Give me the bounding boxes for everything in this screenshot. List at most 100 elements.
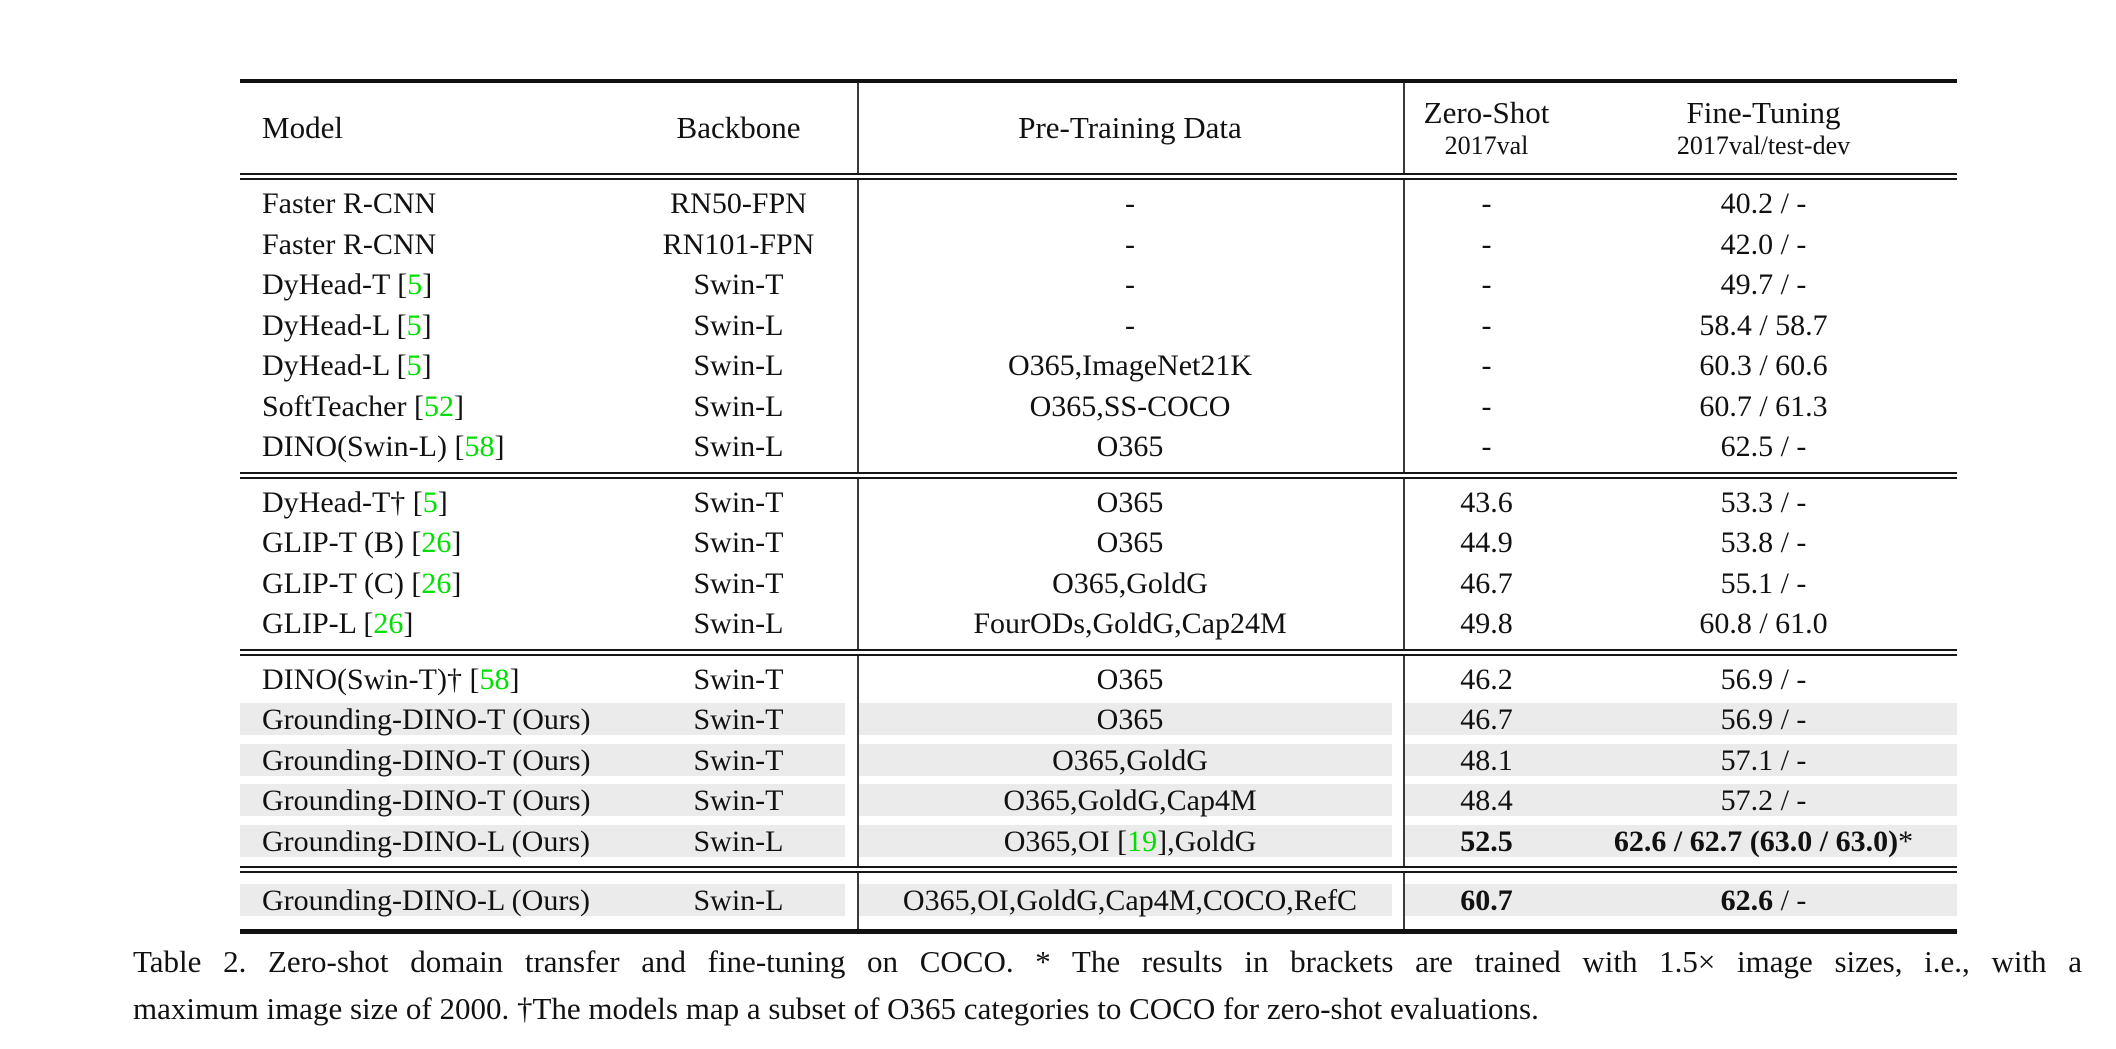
cell-text: 46.2 — [1460, 662, 1513, 696]
model-cell: Grounding-DINO-T (Ours) — [240, 784, 620, 819]
zeroshot-cell: - — [1403, 349, 1570, 383]
backbone-cell: Swin-L — [620, 430, 857, 464]
cell-text: ] — [421, 349, 432, 383]
column-divider — [857, 83, 859, 173]
pretrain-cell: FourODs,GoldG,Cap24M — [857, 607, 1403, 641]
cell-text: DINO(Swin-L) [ — [262, 430, 465, 464]
pretrain-cell: O365 — [857, 430, 1403, 464]
backbone-cell: RN101-FPN — [620, 228, 857, 262]
model-cell: DyHead-T† [5] — [240, 486, 620, 520]
pretrain-cell: O365 — [857, 486, 1403, 520]
column-divider — [857, 873, 859, 929]
cell-text: 40.2 / - — [1720, 187, 1807, 221]
section-separator — [240, 173, 1957, 180]
cell-text: DyHead-T [ — [262, 268, 408, 302]
cell-text: - — [1481, 227, 1492, 261]
zeroshot-cell: 46.2 — [1403, 663, 1570, 697]
backbone-cell: Swin-L — [620, 607, 857, 641]
cell-text: RN50-FPN — [670, 187, 807, 221]
table-row: Faster R-CNN RN50-FPN - - 40.2 / - — [240, 184, 1957, 225]
cell-text: - — [1481, 308, 1492, 342]
column-divider — [1403, 180, 1405, 472]
cell-text: O365 — [1096, 662, 1164, 696]
citation-link[interactable]: 58 — [479, 662, 510, 696]
table-row: DyHead-L [5] Swin-L O365,ImageNet21K - 60.3 … — [240, 346, 1957, 387]
cell-text: - — [1125, 227, 1135, 261]
citation-link[interactable]: 26 — [421, 566, 452, 600]
pretrain-cell: O365,ImageNet21K — [857, 349, 1403, 383]
zeroshot-cell: - — [1403, 390, 1570, 424]
zeroshot-cell: 44.9 — [1403, 526, 1570, 560]
backbone-cell: Swin-L — [620, 884, 857, 918]
model-cell: DyHead-T [5] — [240, 268, 620, 302]
backbone-cell: Swin-T — [620, 663, 857, 697]
citation-link[interactable]: 26 — [373, 607, 404, 641]
finetune-cell: 58.4 / 58.7 — [1570, 309, 1957, 343]
model-cell: GLIP-L [26] — [240, 607, 620, 641]
cell-text: 48.4 — [1460, 784, 1513, 818]
citation-link[interactable]: 26 — [421, 526, 452, 560]
zeroshot-cell: - — [1403, 430, 1570, 464]
table-row: GLIP-T (B) [26] Swin-T O365 44.9 53.8 / - — [240, 523, 1957, 564]
backbone-cell: Swin-T — [620, 526, 857, 560]
cell-text: - — [1125, 308, 1135, 342]
model-cell: Grounding-DINO-L (Ours) — [240, 824, 620, 859]
citation-link[interactable]: 5 — [406, 349, 422, 383]
pretrain-cell: - — [857, 187, 1403, 221]
cell-text: * — [1898, 824, 1914, 858]
cell-text: - — [1481, 430, 1492, 464]
column-divider — [1403, 478, 1405, 649]
model-cell: Grounding-DINO-T (Ours) — [240, 743, 620, 778]
cell-text: 53.3 / - — [1720, 485, 1807, 519]
citation-link[interactable]: 58 — [464, 430, 495, 464]
citation-link[interactable]: 19 — [1127, 824, 1158, 858]
citation-link[interactable]: 52 — [423, 389, 454, 423]
cell-text: Grounding-DINO-T (Ours) — [262, 703, 591, 737]
cell-text: ],GoldG — [1157, 824, 1257, 858]
cell-text: Swin-T — [693, 784, 784, 818]
cell-text: ] — [437, 485, 448, 519]
citation-link[interactable]: 5 — [422, 485, 438, 519]
cell-text: Swin-L — [693, 349, 784, 383]
cell-text: DINO(Swin-T)† [ — [262, 662, 480, 696]
model-cell: Grounding-DINO-L (Ours) — [240, 884, 620, 918]
cell-text: 43.6 — [1460, 485, 1513, 519]
cell-text: 56.9 / - — [1720, 662, 1807, 696]
citation-link[interactable]: 5 — [407, 268, 423, 302]
table-caption: Table 2. Zero-shot domain transfer and f… — [133, 938, 2082, 1032]
cell-text: O365,GoldG — [1052, 566, 1208, 600]
zeroshot-cell: - — [1403, 187, 1570, 221]
table-row: SoftTeacher [52] Swin-L O365,SS-COCO - 60.7 … — [240, 387, 1957, 428]
column-header-backbone: Backbone — [676, 110, 801, 146]
cell-text: Swin-L — [693, 607, 784, 641]
cell-text: Swin-T — [693, 743, 784, 777]
finetune-cell: 55.1 / - — [1570, 567, 1957, 601]
table-header-row: Model Backbone Pre-Training Data Zero-Sh… — [240, 83, 1957, 173]
column-divider — [857, 180, 859, 472]
cell-text: Swin-L — [693, 824, 784, 858]
pretrain-cell: O365,OI,GoldG,Cap4M,COCO,RefC — [857, 884, 1403, 918]
pretrain-cell: O365,OI [19],GoldG — [857, 824, 1403, 859]
backbone-cell: Swin-L — [620, 390, 857, 424]
column-header-finetune: Fine-Tuning 2017val/test-dev — [1570, 95, 1957, 161]
cell-text: Swin-T — [693, 662, 784, 696]
cell-text: SoftTeacher [ — [262, 389, 424, 423]
cell-text: ] — [494, 430, 505, 464]
model-cell: GLIP-T (C) [26] — [240, 567, 620, 601]
cell-text: O365,OI [ — [1003, 824, 1128, 858]
cell-text: Swin-L — [693, 389, 784, 423]
finetune-cell: 40.2 / - — [1570, 187, 1957, 221]
cell-text: Swin-T — [693, 566, 784, 600]
column-divider — [1403, 655, 1405, 866]
finetune-cell: 60.7 / 61.3 — [1570, 390, 1957, 424]
table-row: GLIP-L [26] Swin-L FourODs,GoldG,Cap24M 49.… — [240, 604, 1957, 645]
cell-text: ] — [451, 526, 462, 560]
finetune-cell: 62.6 / - — [1570, 884, 1957, 918]
column-header-zeroshot: Zero-Shot 2017val — [1403, 95, 1570, 161]
citation-link[interactable]: 5 — [406, 308, 422, 342]
column-header-pretrain: Pre-Training Data — [1018, 110, 1242, 146]
cell-text: O365,GoldG — [1052, 743, 1208, 777]
zeroshot-cell: 46.7 — [1403, 567, 1570, 601]
model-cell: DyHead-L [5] — [240, 309, 620, 343]
cell-text: GLIP-L [ — [262, 607, 374, 641]
